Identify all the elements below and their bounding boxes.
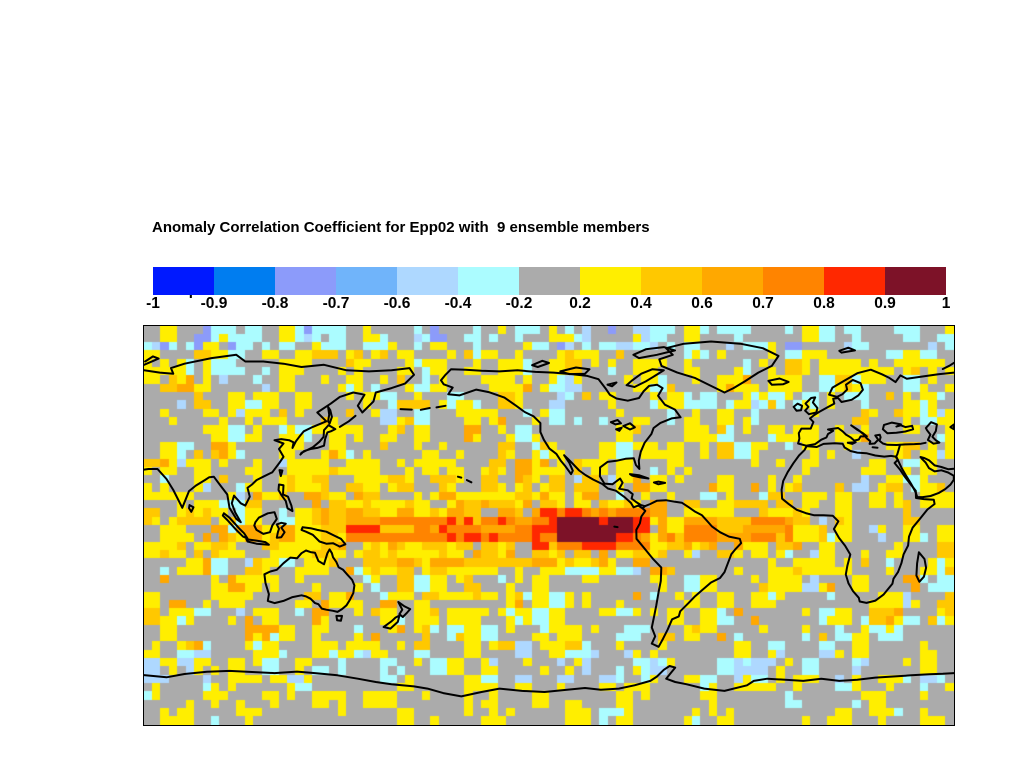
coastline-path — [456, 475, 463, 479]
coastline-path — [397, 601, 412, 618]
colorbar-tick-label: 0.4 — [630, 295, 652, 312]
coastline-path — [278, 469, 284, 478]
coastline-path — [419, 407, 431, 411]
coastline-path — [606, 381, 618, 388]
colorbar-tick-label: 0.9 — [874, 295, 896, 312]
colorbar-segment — [397, 267, 458, 295]
colorbar — [153, 267, 946, 295]
coastline-path — [632, 346, 676, 360]
coastline-path — [622, 422, 636, 431]
colorbar-tick-label: -1 — [146, 295, 160, 312]
coastline-path — [652, 480, 667, 486]
coastline-path — [797, 368, 954, 447]
colorbar-segment — [885, 267, 946, 295]
coastline-path — [435, 404, 447, 409]
colorbar-tick-label: -0.9 — [200, 295, 228, 312]
colorbar-segment — [580, 267, 641, 295]
coastline-path — [838, 346, 856, 354]
coastline-path — [399, 408, 413, 411]
colorbar-tick-label: 0.7 — [752, 295, 774, 312]
coastline-path — [335, 614, 343, 622]
coastline-path — [221, 512, 249, 540]
coastline-path — [846, 441, 857, 445]
coastline-path — [767, 377, 790, 386]
coastline-path — [144, 355, 160, 366]
colorbar-segment — [763, 267, 824, 295]
coastline-path — [465, 479, 473, 484]
coastline-path — [895, 443, 954, 499]
coastline-path — [635, 499, 743, 648]
coastline-path — [881, 421, 915, 435]
coastline-path — [804, 396, 819, 416]
coastline-path — [531, 359, 550, 368]
colorbar-tick-label: 0.2 — [569, 295, 591, 312]
coastline-path — [792, 402, 804, 412]
coastline-path — [924, 421, 941, 445]
coastline-path — [949, 423, 954, 431]
colorbar-segment — [214, 267, 275, 295]
coastline-path — [780, 442, 936, 604]
coastline-path — [275, 521, 287, 539]
coastline-path — [658, 340, 780, 394]
colorbar-tick-label: -0.2 — [505, 295, 533, 312]
colorbar-tick-label: -0.4 — [444, 295, 472, 312]
coastline-path — [277, 483, 294, 513]
coastline-path — [941, 361, 954, 370]
coastline-path — [629, 473, 650, 480]
colorbar-segment — [153, 267, 214, 295]
colorbar-segment — [336, 267, 397, 295]
coastline-path — [382, 614, 401, 630]
coastline-path — [299, 424, 337, 456]
colorbar-segment — [641, 267, 702, 295]
coastline-path — [144, 353, 415, 524]
coastline-path — [440, 368, 682, 510]
coastline-path — [559, 366, 591, 376]
colorbar-segment — [275, 267, 336, 295]
colorbar-tick-labels: -1 -0.9 -0.8 -0.7 -0.6 -0.4 -0.2 0.2 0.4 0.6 0.7 0.… — [146, 295, 950, 315]
colorbar-tick-label: -0.6 — [383, 295, 411, 312]
coastline-path — [263, 548, 356, 613]
coastline-path — [300, 526, 347, 548]
coastline-path — [915, 551, 928, 583]
colorbar-tick-label: -0.7 — [322, 295, 350, 312]
colorbar-segment — [702, 267, 763, 295]
coastline-path — [245, 538, 270, 546]
coastline-path — [609, 419, 622, 426]
coastline-path — [188, 504, 195, 513]
colorbar-segment — [824, 267, 885, 295]
coastline-path — [253, 511, 278, 535]
coastline-path — [625, 368, 665, 388]
coastline-path — [327, 405, 333, 425]
title-line-1: Anomaly Correlation Coefficient for Epp0… — [152, 218, 650, 236]
correlation-heatmap-canvas — [144, 326, 954, 725]
map-frame — [143, 325, 955, 726]
coastline-path — [338, 414, 357, 428]
coastline-path — [144, 665, 954, 698]
colorbar-tick-label: -0.8 — [261, 295, 289, 312]
coastline-path — [613, 525, 619, 529]
coastlines-overlay — [144, 340, 954, 698]
colorbar-tick-label: 0.8 — [813, 295, 835, 312]
colorbar-tick-label: 0.6 — [691, 295, 713, 312]
coastline-path — [615, 426, 623, 432]
colorbar-segment — [458, 267, 519, 295]
colorbar-tick-label: 1 — [941, 295, 951, 312]
colorbar-segment — [519, 267, 580, 295]
